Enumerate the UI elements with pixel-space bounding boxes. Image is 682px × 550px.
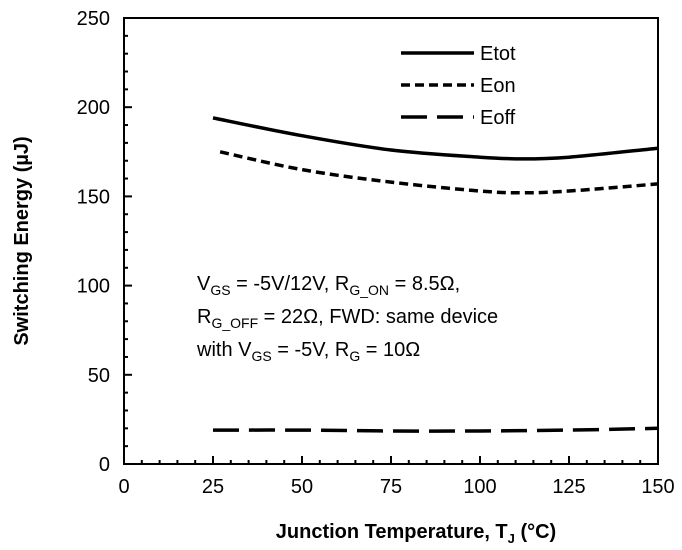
x-tick-label: 125 [552,476,585,498]
annotation-line: RG_OFF = 22Ω, FWD: same device [197,306,498,331]
annotation-text: V [197,273,211,295]
x-tick-label: 25 [202,476,224,498]
y-tick-label: 200 [77,97,110,119]
annotation-subscript: GS [210,282,230,298]
annotation-line: with VGS = -5V, RG = 10Ω [196,339,420,364]
annotation-subscript: G [349,348,360,364]
annotation-text: with V [196,339,252,361]
annotation-text: = -5V, R [272,339,350,361]
annotation-text: = -5V/12V, R [231,273,350,295]
x-axis-title-subscript: J [508,531,515,546]
test-conditions-annotation: VGS = -5V/12V, RG_ON = 8.5Ω, RG_OFF = 22… [196,273,498,364]
y-tick-label: 150 [77,186,110,208]
legend-label-etot: Etot [480,43,516,65]
legend: Etot Eon Eoff [401,43,516,129]
annotation-subscript: G_OFF [211,315,258,331]
series-line-eon [219,150,659,195]
series-line-etot [212,116,659,161]
annotation-line: VGS = -5V/12V, RG_ON = 8.5Ω, [197,273,460,298]
x-tick-label: 0 [118,476,129,498]
x-tick-label: 150 [641,476,674,498]
annotation-subscript: GS [251,348,271,364]
x-tick-label: 50 [291,476,313,498]
x-tick-label: 100 [463,476,496,498]
x-axis-title: Junction Temperature, TJ (°C) [276,521,556,546]
y-axis: 0 50 100 150 200 250 [77,8,132,476]
series-layer [212,116,659,433]
plot-area [123,17,659,465]
y-axis-title: Switching Energy (µJ) [11,136,33,345]
y-tick-label: 100 [77,276,110,298]
series-line-eoff [212,426,659,433]
annotation-text: R [197,306,211,328]
legend-label-eon: Eon [480,75,516,97]
x-axis: 0 25 50 75 100 125 150 [118,456,675,498]
x-axis-title-main: Junction Temperature, T [276,521,508,543]
annotation-text: = 8.5Ω, [389,273,460,295]
annotation-subscript: G_ON [349,282,389,298]
x-tick-label: 75 [380,476,402,498]
annotation-text: = 10Ω [360,339,420,361]
x-axis-title-unit: (°C) [515,521,556,543]
y-tick-label: 250 [77,8,110,30]
y-tick-label: 0 [99,454,110,476]
legend-label-eoff: Eoff [480,107,516,129]
y-tick-label: 50 [88,365,110,387]
annotation-text: = 22Ω, FWD: same device [258,306,498,328]
